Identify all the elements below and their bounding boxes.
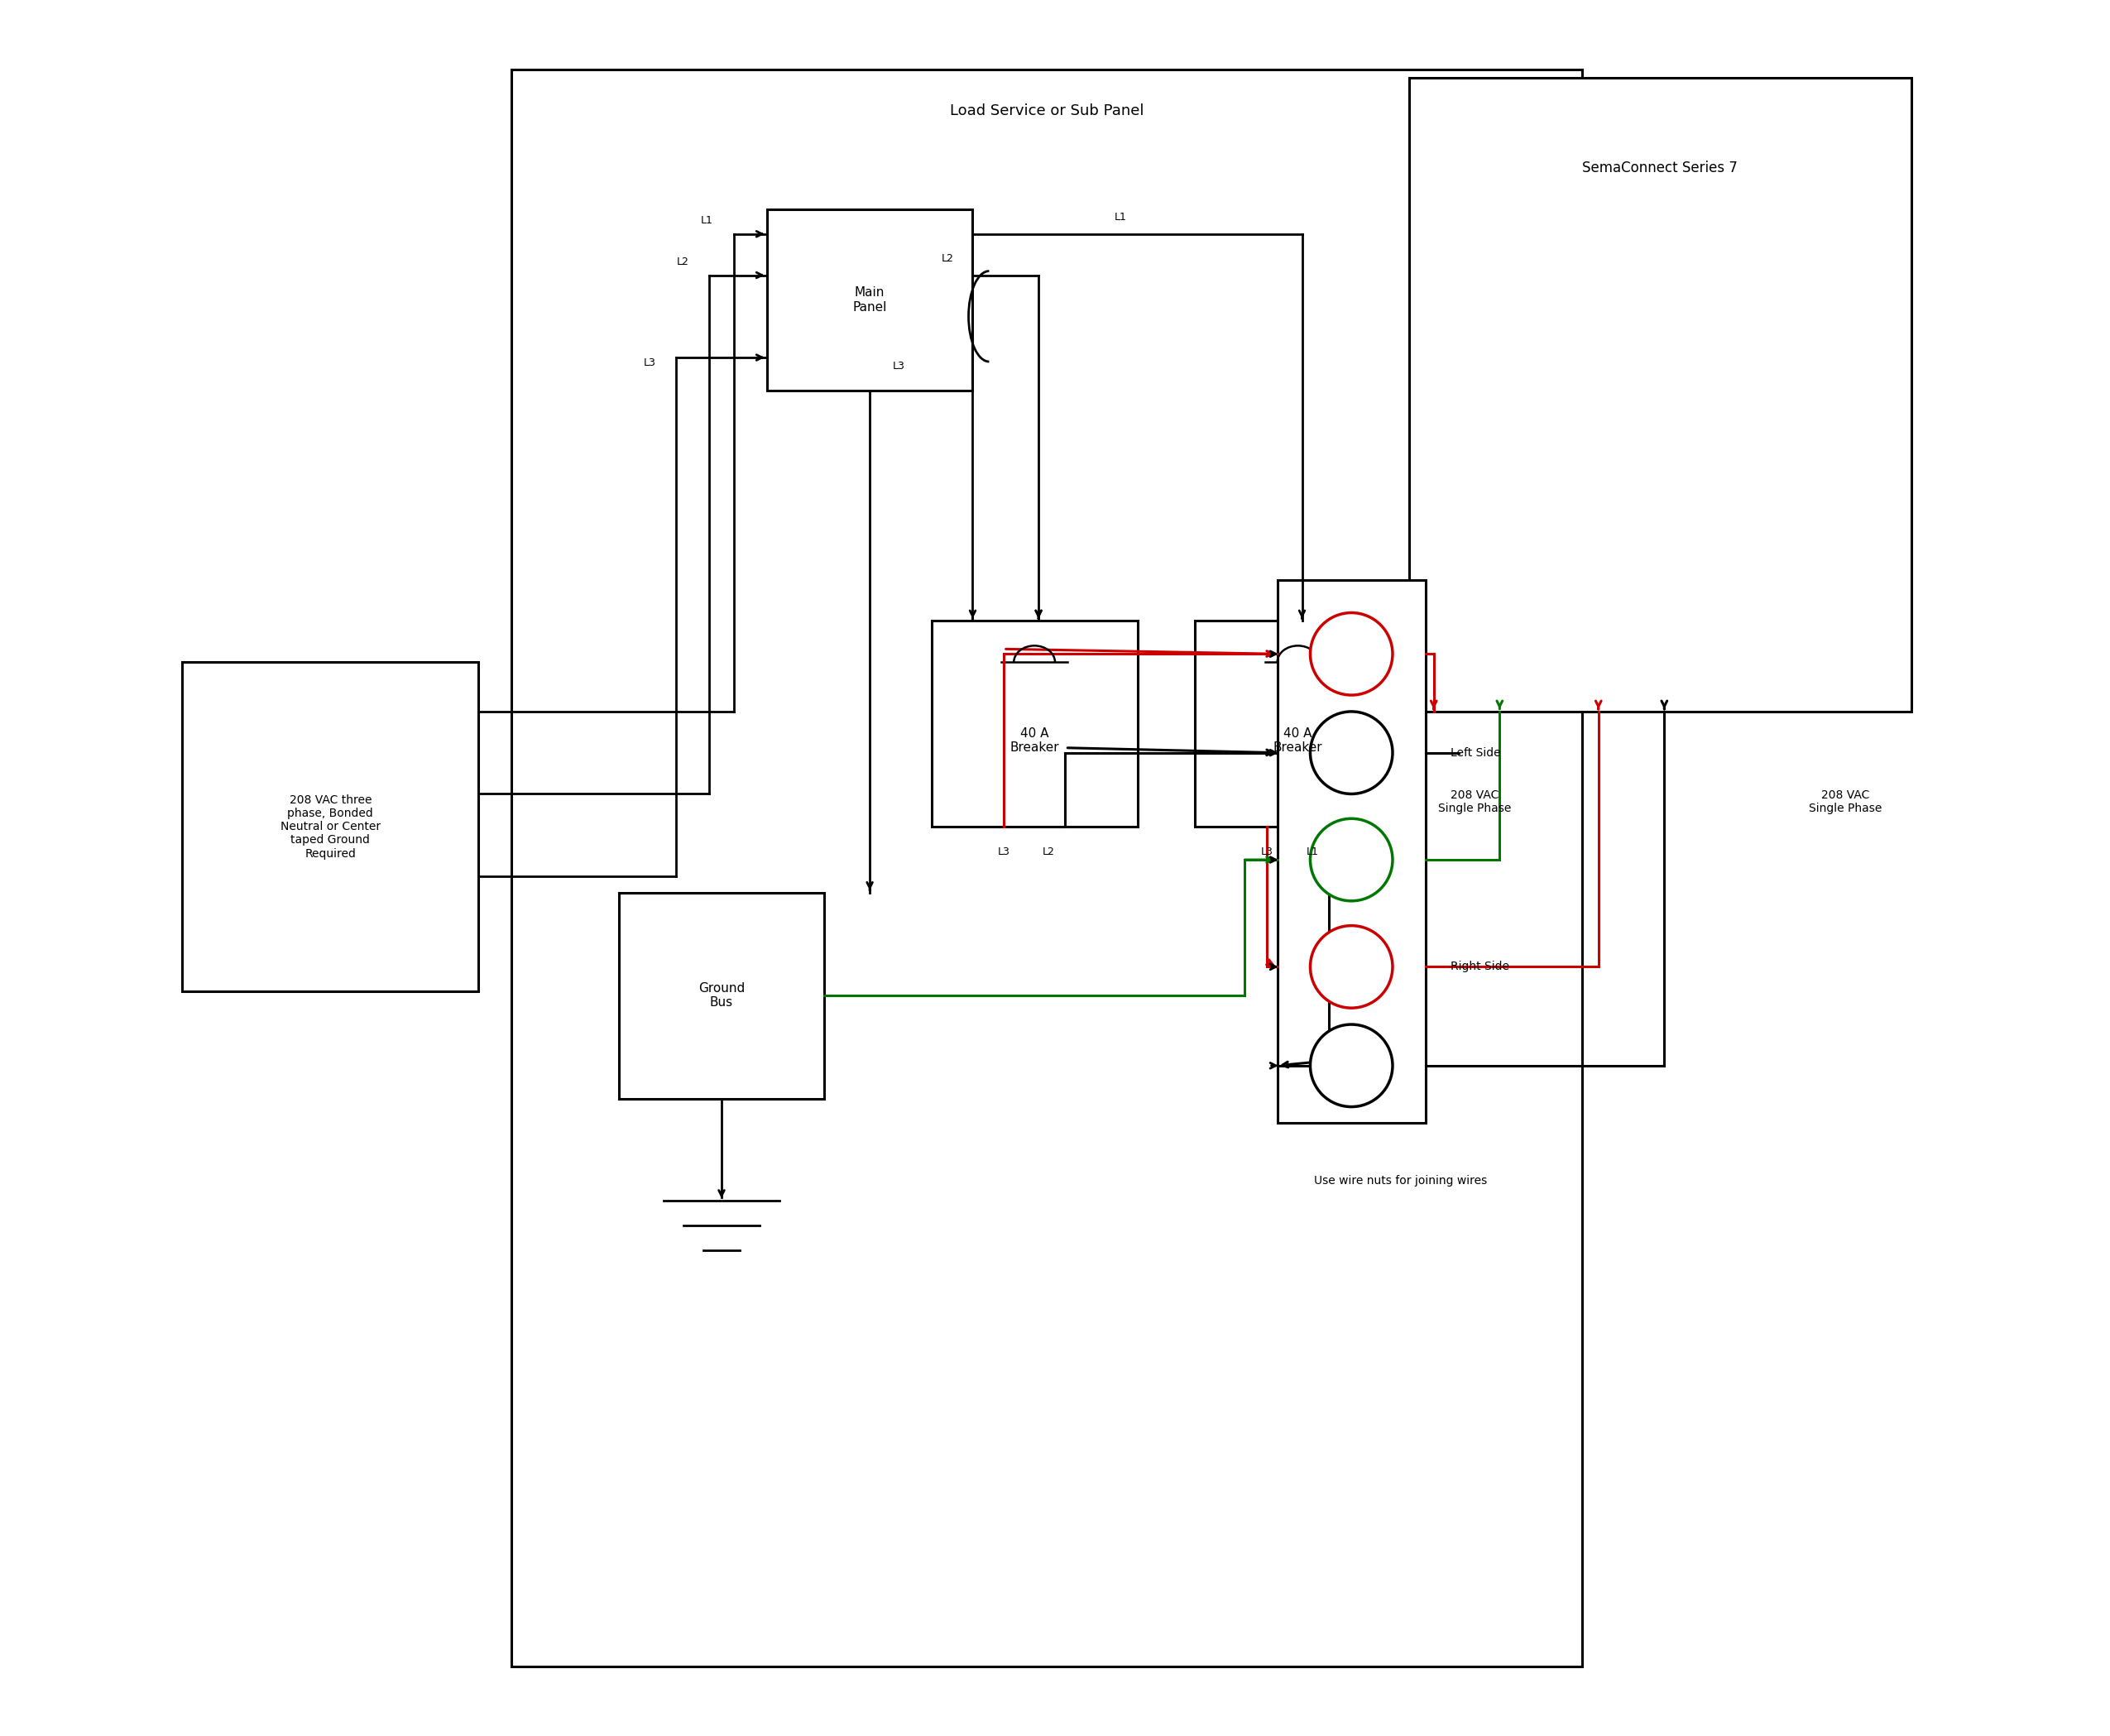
Bar xyxy=(1194,621,1401,826)
Circle shape xyxy=(1310,613,1393,694)
Text: L1: L1 xyxy=(1114,212,1127,222)
Text: Main
Panel: Main Panel xyxy=(852,286,886,312)
Text: 208 VAC three
phase, Bonded
Neutral or Center
taped Ground
Required: 208 VAC three phase, Bonded Neutral or C… xyxy=(281,795,380,859)
Bar xyxy=(766,210,973,391)
Text: SemaConnect Series 7: SemaConnect Series 7 xyxy=(1582,161,1739,175)
Circle shape xyxy=(1310,925,1393,1009)
Circle shape xyxy=(1310,1024,1393,1108)
Text: L1: L1 xyxy=(701,215,713,226)
Text: Ground
Bus: Ground Bus xyxy=(698,983,745,1009)
Text: L3: L3 xyxy=(1262,845,1272,858)
Text: L2: L2 xyxy=(675,257,688,267)
Text: Right Side: Right Side xyxy=(1450,962,1509,972)
Circle shape xyxy=(1310,712,1393,793)
Text: L3: L3 xyxy=(644,358,656,368)
Text: L1: L1 xyxy=(1306,845,1319,858)
Bar xyxy=(1409,78,1912,712)
Text: Load Service or Sub Panel: Load Service or Sub Panel xyxy=(949,102,1144,118)
Bar xyxy=(1277,580,1426,1123)
Bar xyxy=(931,621,1137,826)
Text: 40 A
Breaker: 40 A Breaker xyxy=(1011,727,1059,753)
Text: L3: L3 xyxy=(893,361,905,372)
Text: Use wire nuts for joining wires: Use wire nuts for joining wires xyxy=(1315,1175,1488,1187)
Text: Left Side: Left Side xyxy=(1450,746,1500,759)
Bar xyxy=(618,892,825,1099)
Text: 208 VAC
Single Phase: 208 VAC Single Phase xyxy=(1439,790,1511,814)
Text: L2: L2 xyxy=(1042,845,1055,858)
Bar xyxy=(181,661,479,991)
Text: 208 VAC
Single Phase: 208 VAC Single Phase xyxy=(1808,790,1882,814)
Bar xyxy=(511,69,1582,1667)
Text: L2: L2 xyxy=(941,253,954,264)
Circle shape xyxy=(1310,819,1393,901)
Text: 40 A
Breaker: 40 A Breaker xyxy=(1272,727,1323,753)
Text: L3: L3 xyxy=(998,845,1011,858)
